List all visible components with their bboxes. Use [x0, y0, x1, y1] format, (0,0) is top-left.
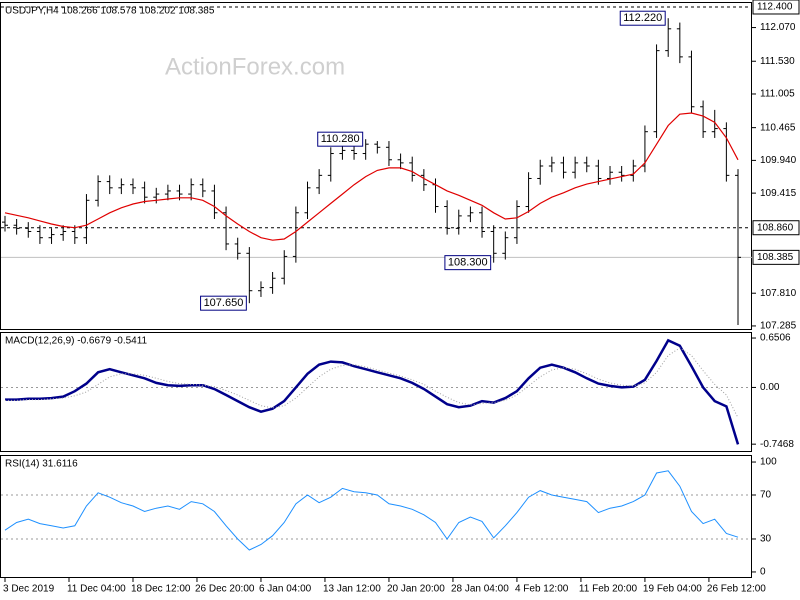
x-tick-label: 11 Dec 04:00	[67, 584, 126, 595]
y-tick-label: 110.465	[760, 122, 796, 133]
y-tick-label: 111.530	[760, 56, 795, 67]
panel-title: RSI(14) 31.6116	[5, 459, 78, 470]
y-tick-label: 0	[760, 567, 766, 578]
macd-line	[5, 338, 740, 445]
x-tick-label: 26 Dec 20:00	[195, 584, 255, 595]
x-tick-label: 28 Jan 04:00	[451, 584, 509, 595]
x-tick-label: 19 Feb 04:00	[643, 584, 702, 595]
annotation-label: 107.650	[204, 297, 244, 309]
panel-frame	[0, 2, 752, 330]
annotation-box	[444, 255, 492, 271]
axis-box	[752, 0, 800, 15]
moving-average	[4, 112, 739, 241]
x-tick-label: 11 Feb 20:00	[579, 584, 638, 595]
x-tick-label: 6 Jan 04:00	[259, 584, 312, 595]
y-tick-label: 109.415	[760, 188, 797, 199]
y-tick-label: 0.6506	[760, 333, 791, 344]
panel-frame	[0, 455, 752, 578]
rsi-line	[4, 470, 739, 551]
annotation: 112.220	[619, 10, 666, 26]
y-tick-label: 0.00	[760, 382, 780, 393]
y-tick-label: 70	[760, 490, 772, 501]
axis-box-label: 108.860	[757, 222, 794, 233]
x-tick-label: 26 Feb 12:00	[707, 584, 766, 595]
annotation-label: 110.280	[321, 133, 360, 145]
annotation-box	[619, 10, 666, 26]
annotation: 107.650	[200, 295, 247, 311]
y-tick-label: 111.005	[760, 89, 795, 100]
axis-box	[752, 220, 800, 236]
annotation: 110.280	[317, 131, 364, 147]
panel-frame	[0, 332, 752, 452]
annotation-box	[317, 131, 364, 147]
y-tick-label: 30	[760, 534, 772, 545]
y-tick-label: 107.285	[760, 321, 797, 332]
annotation-label: 112.220	[623, 12, 662, 24]
annotation: 108.300	[444, 255, 492, 271]
x-tick-label: 13 Jan 12:00	[323, 584, 381, 595]
x-tick-label: 4 Feb 12:00	[515, 584, 569, 595]
panel-title: MACD(12,26,9) -0.6679 -0.5411	[5, 336, 148, 347]
x-tick-label: 18 Dec 12:00	[131, 584, 191, 595]
y-tick-label: 100	[760, 457, 777, 468]
axis-box	[752, 249, 800, 265]
watermark: ActionForex.com	[165, 53, 345, 80]
x-tick-label: 3 Dec 2019	[3, 584, 55, 595]
y-tick-label: 107.810	[760, 288, 797, 299]
y-tick-label: -0.7468	[760, 439, 794, 450]
y-tick-label: 112.070	[760, 22, 796, 33]
annotation-box	[200, 295, 247, 311]
panel-title: USDJPY,H4 108.266 108.578 108.202 108.38…	[5, 6, 215, 17]
axis-box-label: 112.400	[757, 2, 793, 13]
annotation-label: 108.300	[448, 257, 488, 269]
last-price-label: 108.385	[757, 252, 794, 263]
y-tick-label: 109.940	[760, 155, 797, 166]
x-tick-label: 20 Jan 20:00	[387, 584, 445, 595]
